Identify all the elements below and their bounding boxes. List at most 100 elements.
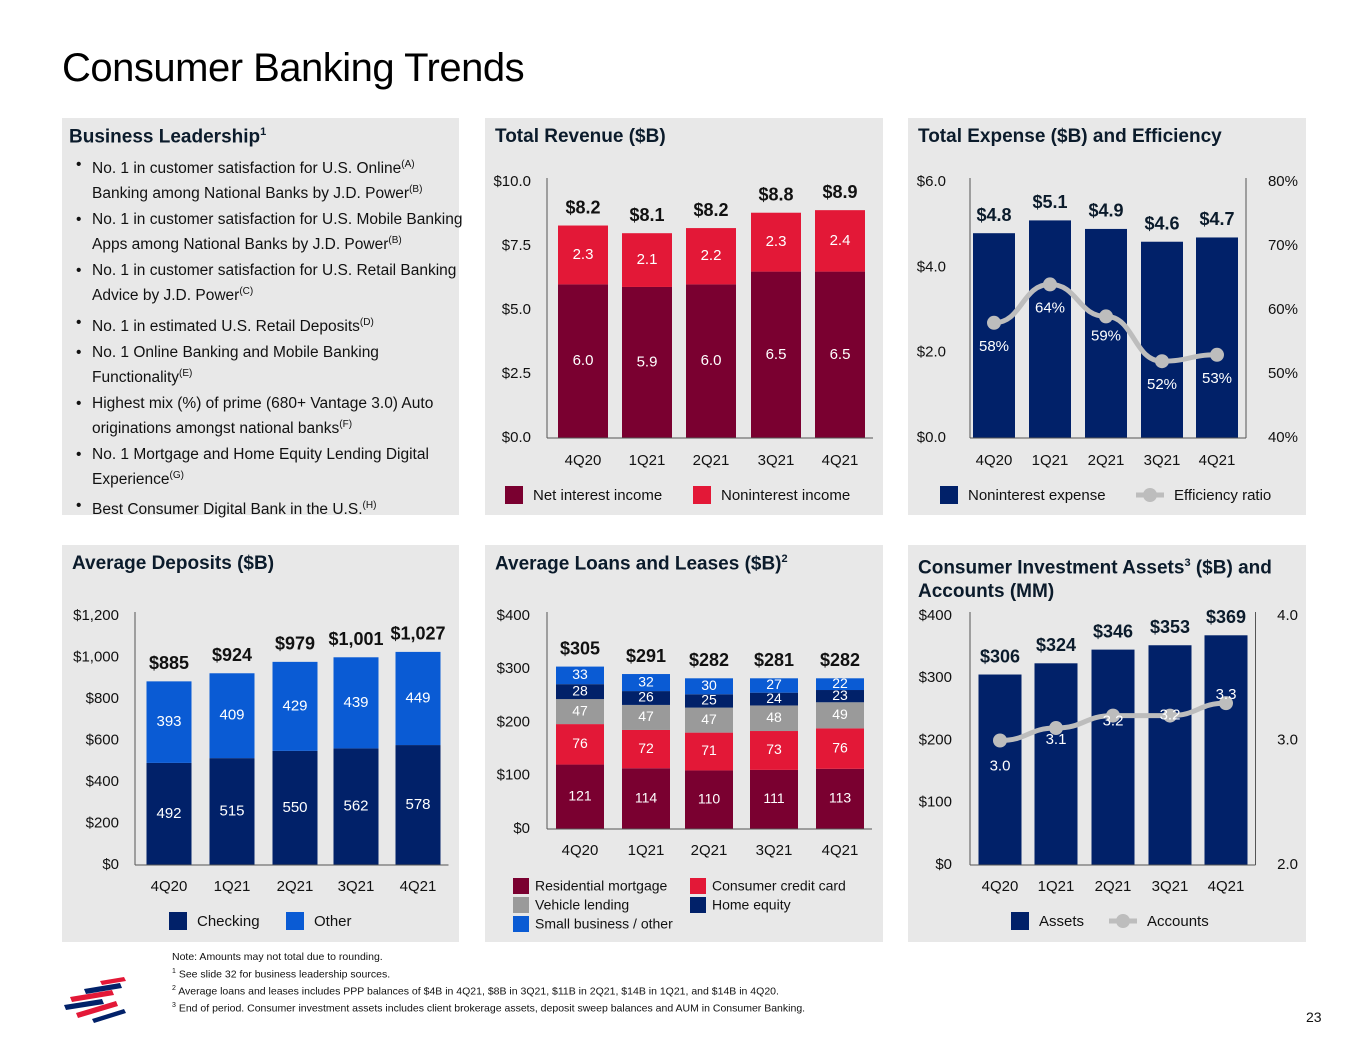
line-point: [1210, 347, 1224, 362]
y-tick-label: $10.0: [493, 173, 531, 190]
legend-swatch: [169, 912, 187, 930]
y-tick-label: $400: [497, 607, 530, 624]
y-tick-label: $200: [86, 814, 119, 831]
legend-label: Consumer credit card: [712, 878, 846, 894]
logo-stripe-2: [84, 983, 122, 994]
line-value-label: 53%: [1202, 370, 1232, 387]
legend-label: Home equity: [712, 897, 791, 913]
y-tick-label: $100: [919, 794, 952, 811]
y-tick-label: $400: [86, 773, 119, 790]
investment-assets-chart: $0 $100 $200 $300 $400 2.0 3.0 4.0 $306 4Q20 $324 1…: [919, 607, 1298, 930]
bar-assets: [1091, 649, 1135, 865]
x-category-label: 4Q20: [982, 878, 1019, 895]
legend-swatch: [693, 486, 711, 504]
legend-label: Efficiency ratio: [1174, 487, 1271, 504]
y-tick-label: $5.0: [502, 301, 531, 318]
legend-label: Checking: [197, 913, 260, 930]
bar-value-label: 22: [832, 675, 848, 691]
total-expense-panel: Total Expense ($B) and Efficiency $0.0 $2…: [908, 118, 1306, 515]
bar-other: [146, 681, 192, 763]
leadership-item: No. 1 in customer satisfaction for U.S. …: [74, 260, 464, 306]
x-category-label: 2Q21: [691, 842, 728, 859]
bar-small-business-other: [685, 678, 733, 695]
investment-assets-title: Consumer Investment Assets3 ($B) and Acco…: [918, 557, 1272, 603]
legend-swatch: [513, 897, 529, 913]
legend-swatch: [940, 486, 958, 504]
bar-value-label: 76: [572, 735, 588, 751]
bar-other: [395, 651, 441, 746]
line-point: [1043, 277, 1057, 292]
legend-label: Noninterest income: [721, 487, 850, 504]
legend-label: Small business / other: [535, 916, 673, 932]
x-category-label: 3Q21: [758, 452, 795, 469]
bar-home-equity: [685, 694, 733, 708]
x-category-label: 1Q21: [1038, 878, 1075, 895]
bar-checking: [333, 748, 379, 865]
y-tick-label: $0.0: [502, 429, 531, 446]
bar-noninterest-income: [751, 212, 801, 272]
legend-point-swatch: [1116, 914, 1130, 928]
bar-value-label: 2.2: [701, 247, 722, 264]
bar-value-label: 47: [638, 708, 654, 724]
bar-consumer-credit-card: [685, 732, 733, 771]
bar-value-label: 48: [766, 709, 782, 725]
line-point: [1099, 309, 1113, 324]
x-category-label: 4Q20: [976, 452, 1013, 469]
leadership-item: Highest mix (%) of prime (680+ Vantage 3…: [74, 393, 464, 439]
bank-flag-logo: [64, 977, 126, 1023]
bar-value-label: 515: [219, 803, 244, 820]
footnote-note: Note: Amounts may not total due to round…: [172, 951, 383, 963]
bar-value-label: 393: [156, 713, 181, 730]
bar-value-label: 23: [832, 687, 848, 703]
bar-small-business-other: [750, 678, 798, 693]
bar-total-label: $1,001: [328, 629, 383, 649]
y-tick-label: $4.0: [917, 258, 946, 275]
legend-label: Accounts: [1147, 913, 1209, 930]
bar-value-label: 2.3: [573, 246, 594, 263]
footnote-2: 2 Average loans and leases includes PPP …: [172, 985, 779, 998]
x-category-label: 2Q21: [1095, 878, 1132, 895]
legend-label: Assets: [1039, 913, 1084, 930]
legend-point-swatch: [1143, 488, 1157, 502]
legend-label: Residential mortgage: [535, 878, 668, 894]
x-category-label: 4Q20: [565, 452, 602, 469]
legend-swatch: [690, 897, 706, 913]
line-value-label: 64%: [1035, 299, 1065, 316]
line-value-label: 3.1: [1046, 731, 1067, 748]
y-tick-label: $300: [497, 660, 530, 677]
bar-net-interest-income: [751, 271, 801, 438]
bar-net-interest-income: [622, 286, 672, 438]
x-category-label: 1Q21: [628, 842, 665, 859]
legend-label: Other: [314, 913, 352, 930]
legend-label: Net interest income: [533, 487, 662, 504]
bar-home-equity: [622, 691, 670, 705]
bar-total-label: $8.1: [629, 205, 664, 225]
legend-swatch: [690, 878, 706, 894]
y2-tick-label: 50%: [1268, 365, 1298, 382]
bar-residential-mortgage: [622, 768, 670, 829]
x-category-label: 3Q21: [756, 842, 793, 859]
bar-vehicle-lending: [622, 704, 670, 730]
bar-value-label: 2.4: [830, 232, 851, 249]
bar-other: [333, 657, 379, 749]
y2-tick-label: 70%: [1268, 237, 1298, 254]
bar-value-label: 33: [572, 666, 588, 682]
y-tick-label: $200: [497, 713, 530, 730]
line-value-label: 58%: [979, 338, 1009, 355]
average-deposits-title: Average Deposits ($B): [72, 553, 275, 574]
bar-total-label: $979: [275, 634, 315, 654]
bar-total-label: $281: [754, 650, 794, 670]
bar-net-interest-income: [558, 284, 608, 438]
bar-checking: [395, 745, 441, 865]
bar-other: [209, 673, 255, 759]
legend-swatch: [286, 912, 304, 930]
bar-noninterest-expense: [1196, 237, 1238, 438]
y2-tick-label: 40%: [1268, 429, 1298, 446]
bar-value-label: 72: [638, 740, 654, 756]
bar-net-interest-income: [686, 284, 736, 438]
x-category-label: 4Q21: [1208, 878, 1245, 895]
bar-value-label: 73: [766, 741, 782, 757]
bar-assets: [1034, 663, 1078, 865]
bar-value-label: 6.5: [766, 346, 787, 363]
bar-other: [272, 661, 318, 751]
